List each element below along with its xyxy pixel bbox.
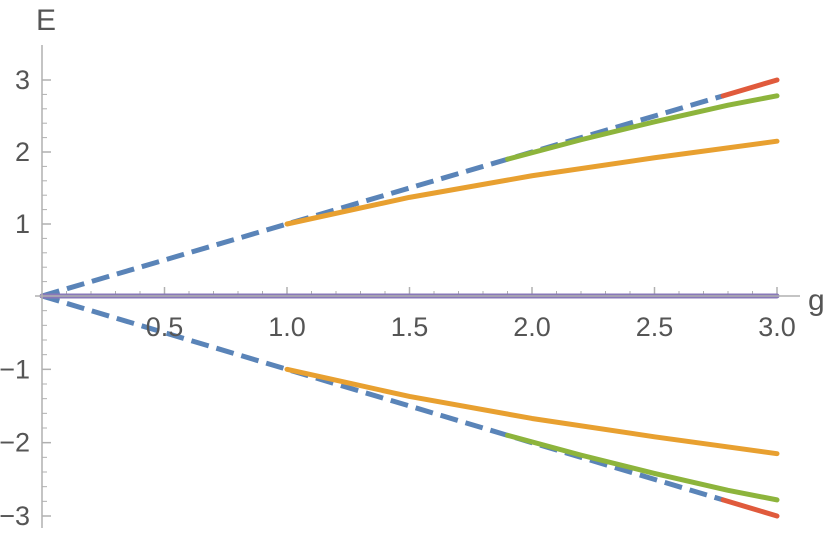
y-tick-label: 3: [15, 65, 30, 95]
x-axis-label: g: [808, 284, 825, 317]
x-tick-label: 1.0: [268, 312, 306, 342]
series-line-1-lower: [505, 432, 780, 503]
labels-layer: 0.5 1.0 1.5 2.0 2.5 3.0 −3 −2 −1 1 2 3: [0, 65, 796, 531]
series-line-3-lower: [41, 293, 724, 503]
x-tick-label: 1.5: [391, 312, 429, 342]
series-line-0-upper: [284, 138, 780, 227]
x-tick-label: 0.5: [146, 312, 184, 342]
y-tick-label: 2: [15, 137, 30, 167]
y-tick-label: 1: [15, 209, 30, 239]
x-tick-label: 2.0: [513, 312, 551, 342]
y-tick-label: −3: [0, 501, 30, 531]
y-tick-label: −1: [0, 354, 30, 384]
x-tick-label: 3.0: [758, 312, 796, 342]
series-line-2-upper: [720, 77, 780, 99]
series-line-0-lower: [284, 366, 780, 457]
series-layer: [39, 77, 780, 519]
y-tick-label: −2: [0, 428, 30, 458]
series-line-3-upper: [41, 93, 724, 299]
series-line-1-upper: [505, 93, 780, 162]
y-axis-label: E: [36, 4, 56, 37]
series-line-2-lower: [720, 497, 780, 519]
x-tick-label: 2.5: [636, 312, 674, 342]
